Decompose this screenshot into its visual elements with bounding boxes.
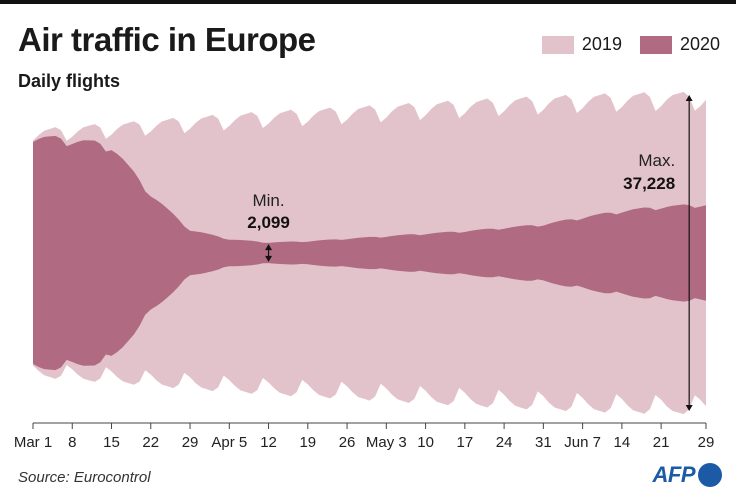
legend-swatch-2019 (541, 35, 574, 54)
x-tick-label: 12 (260, 434, 277, 451)
logo-text: AFP (652, 462, 696, 487)
x-tick-label: 10 (417, 434, 434, 451)
legend-label-2019: 2019 (581, 34, 622, 54)
min-value: 2,099 (247, 213, 290, 232)
x-tick-label: Jun 7 (564, 434, 601, 451)
legend-label-2020: 2020 (679, 34, 720, 54)
x-tick-label: 31 (535, 434, 552, 451)
x-tick-label: May 3 (366, 434, 407, 451)
series-2020-area (33, 135, 706, 371)
x-tick-label: 29 (182, 434, 199, 451)
max-arrow-head-top (685, 95, 693, 101)
chart-subtitle: Daily flights (18, 71, 121, 91)
top-rule (0, 0, 736, 4)
x-tick-label: 19 (299, 434, 316, 451)
min-arrow-head-bottom (265, 255, 273, 262)
x-tick-label: 17 (456, 434, 473, 451)
x-tick-label: 8 (68, 434, 76, 451)
min-arrow-head-top (265, 244, 273, 251)
logo-dot (698, 463, 722, 487)
x-tick-label: 26 (339, 434, 356, 451)
max-value: 37,228 (623, 174, 675, 193)
x-tick-label: Apr 5 (211, 434, 247, 451)
x-tick-label: 24 (496, 434, 513, 451)
legend-swatch-2020 (639, 35, 672, 54)
legend: 2019 2020 (524, 34, 720, 55)
x-tick-label: 14 (614, 434, 631, 451)
min-label: Min. (252, 191, 284, 210)
x-tick-label: 15 (103, 434, 120, 451)
x-tick-label: 21 (653, 434, 670, 451)
max-arrow-head-bottom (685, 405, 693, 411)
chart-title: Air traffic in Europe (18, 21, 316, 58)
x-tick-label: 22 (142, 434, 159, 451)
source-note: Source: Eurocontrol (18, 469, 151, 486)
max-label: Max. (638, 151, 675, 170)
x-tick-label: 29 (698, 434, 715, 451)
legend-item-2019: 2019 (541, 34, 622, 55)
afp-logo: AFP (652, 462, 722, 488)
legend-item-2020: 2020 (639, 34, 720, 55)
x-tick-label: Mar 1 (14, 434, 52, 451)
